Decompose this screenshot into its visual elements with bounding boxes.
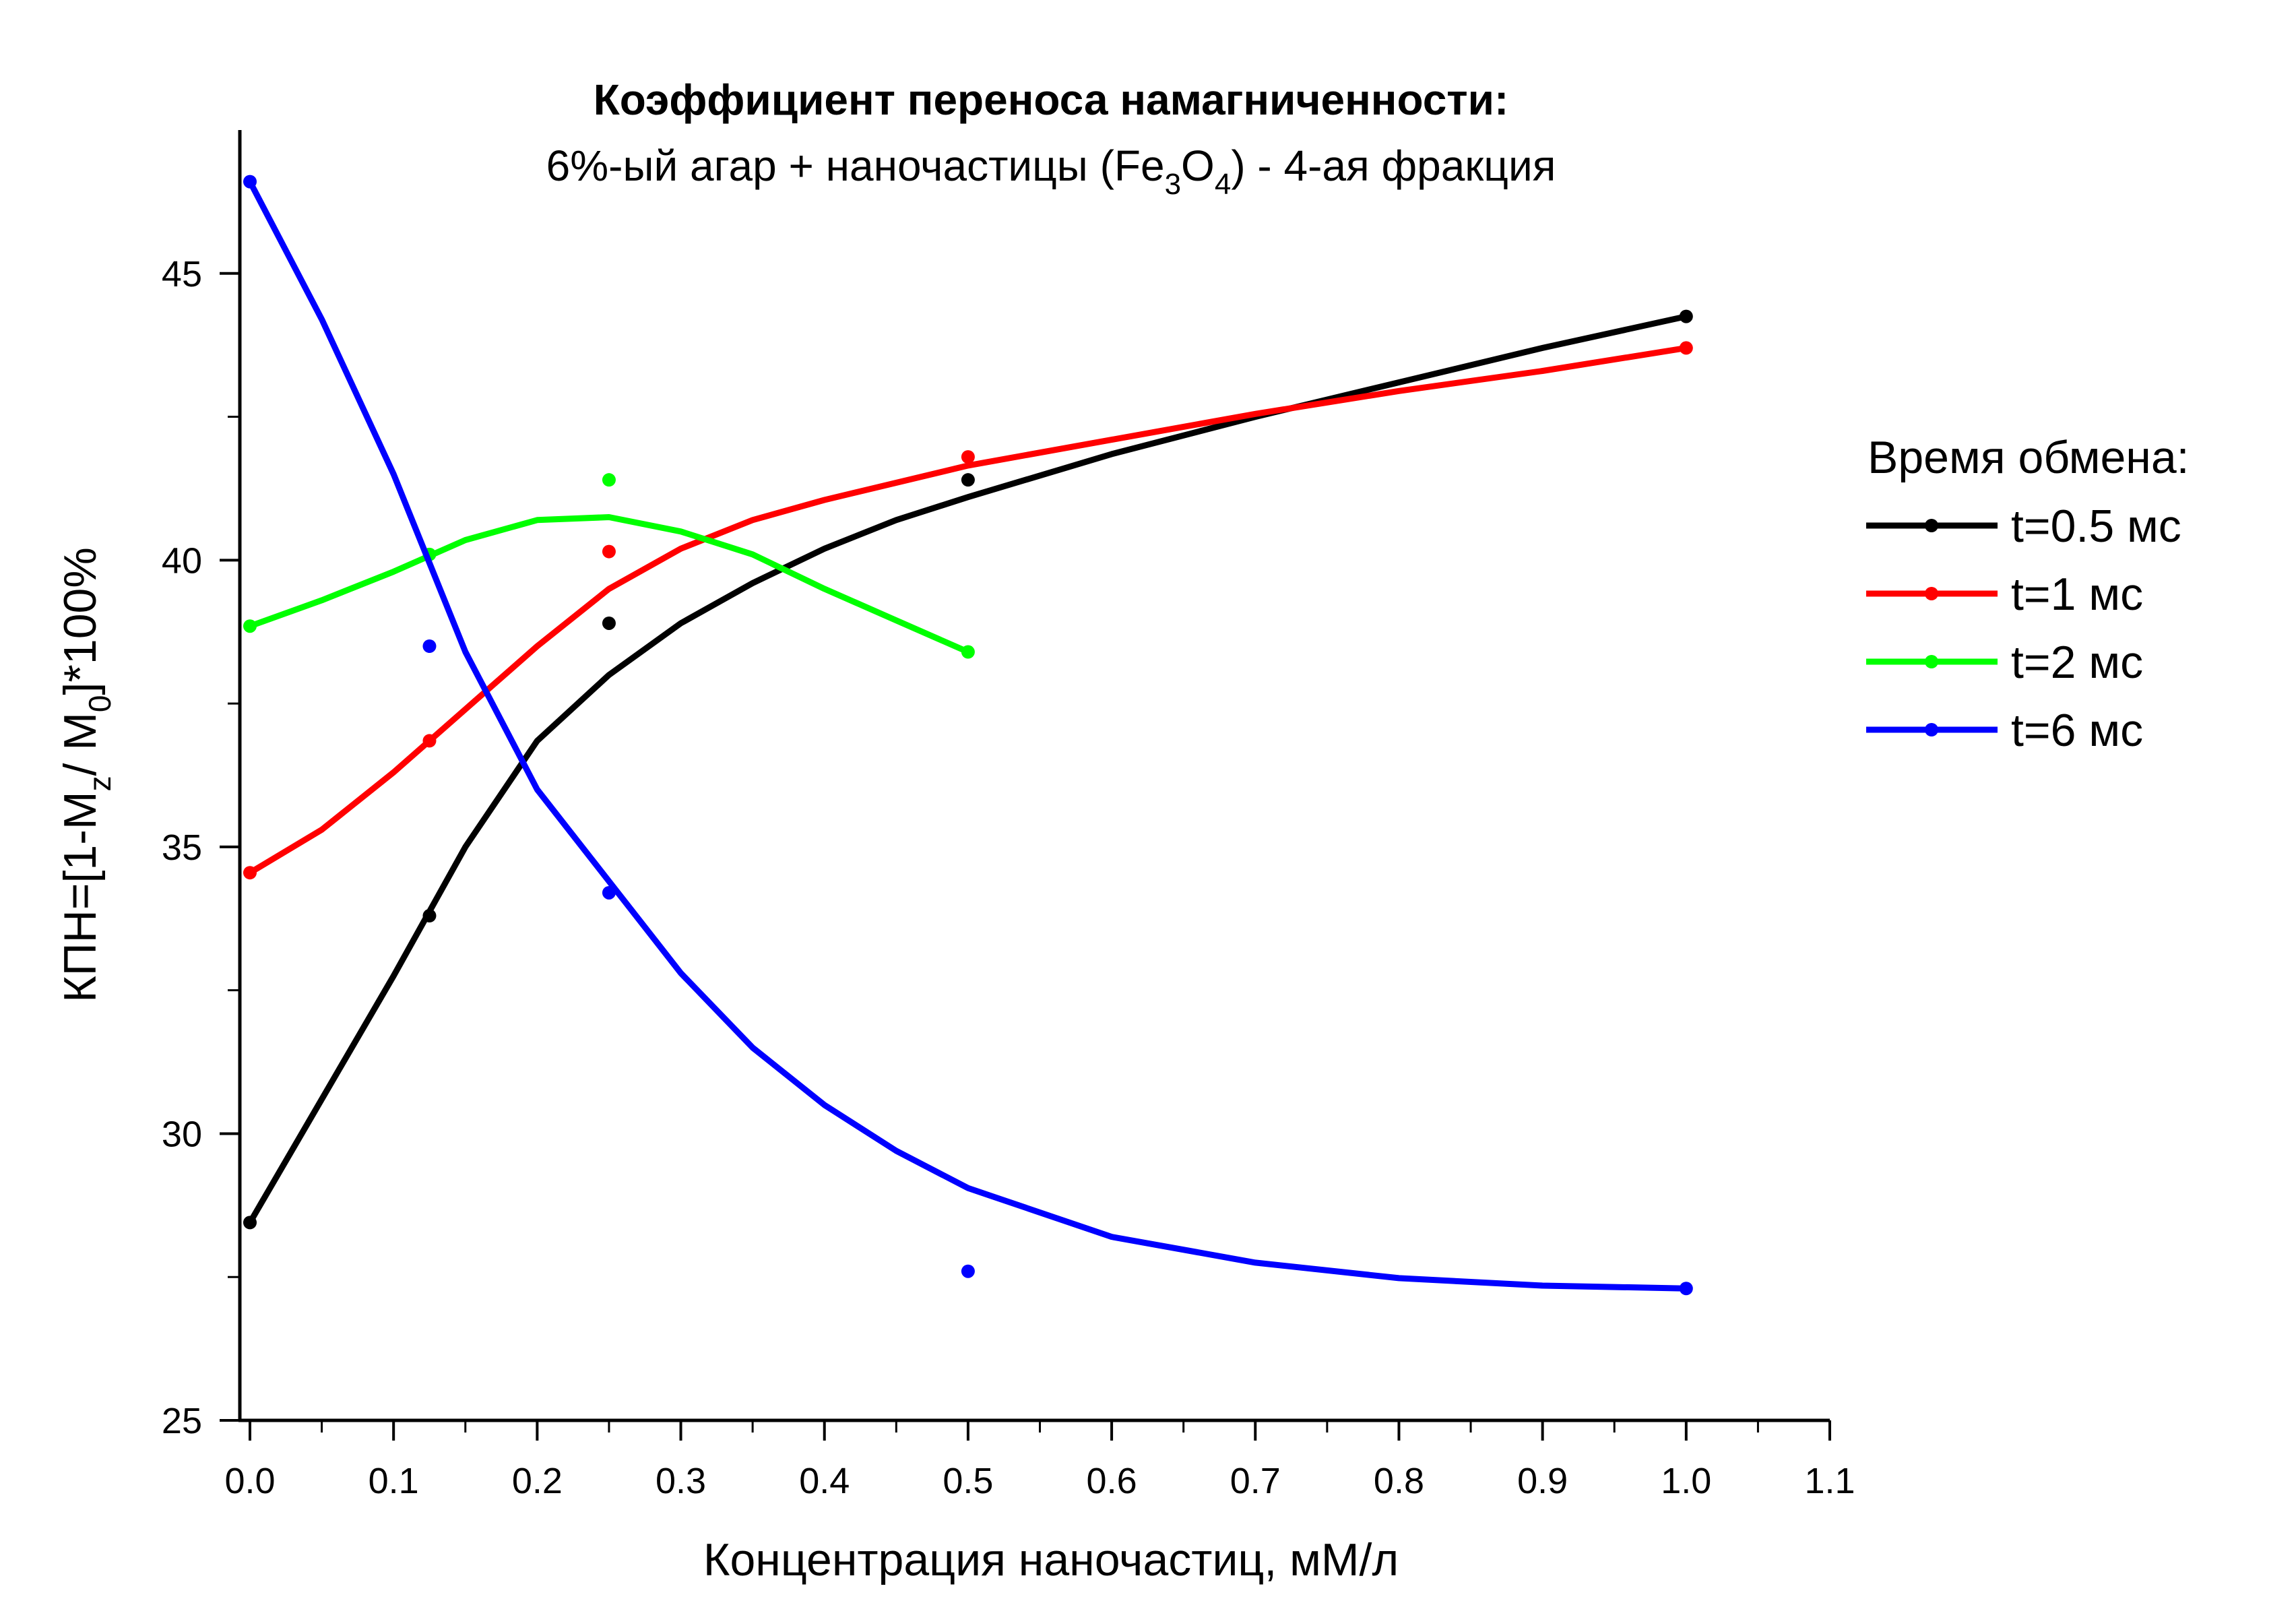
y-axis-title: КПН=[1-Mz/ M0]*100% [55, 547, 117, 1003]
legend-label: t=2 мс [2011, 637, 2143, 688]
data-point [961, 1264, 975, 1278]
legend-marker [1925, 655, 1938, 668]
x-tick-label: 1.0 [1661, 1461, 1711, 1501]
x-tick-label: 0.2 [512, 1461, 563, 1501]
data-point [961, 645, 975, 659]
series-line [247, 514, 971, 655]
y-tick-label: 25 [162, 1401, 202, 1441]
legend-label: t=6 мс [2011, 705, 2143, 756]
y-ticks: 25 30 35 40 45 [162, 254, 240, 1441]
legend-marker [1925, 723, 1938, 736]
data-point [243, 175, 257, 189]
y-tick-label: 30 [162, 1114, 202, 1154]
y-tick-label: 45 [162, 254, 202, 294]
legend-label: t=0.5 мс [2011, 501, 2181, 552]
chart-title: Коэффициент переноса намагниченности: [594, 75, 1509, 124]
x-tick-label: 0.4 [799, 1461, 850, 1501]
x-tick-label: 0.5 [943, 1461, 993, 1501]
series-group [243, 341, 1693, 880]
data-point [1679, 309, 1693, 323]
series-group [243, 473, 975, 659]
y-tick-label: 40 [162, 540, 202, 581]
legend-marker [1925, 587, 1938, 600]
legend-marker [1925, 519, 1938, 532]
data-point [961, 450, 975, 464]
legend: Время обмена: t=0.5 мс t=1 мс t=2 мс t=6 мс [1866, 432, 2190, 756]
axes [238, 130, 1830, 1422]
series-line [247, 179, 1690, 1292]
x-tick-label: 0.7 [1230, 1461, 1281, 1501]
data-point [602, 544, 616, 559]
data-point [602, 473, 616, 487]
series-line [247, 344, 1690, 876]
data-point [422, 909, 437, 923]
series-layer [243, 175, 1693, 1296]
data-point [243, 619, 257, 633]
data-point [1679, 341, 1693, 355]
x-axis-title: Концентрация наночастиц, мМ/л [703, 1534, 1399, 1585]
x-tick-label: 1.1 [1804, 1461, 1855, 1501]
data-point [422, 639, 437, 653]
data-point [1679, 1282, 1693, 1296]
x-tick-label: 0.9 [1517, 1461, 1568, 1501]
chart-subtitle: 6%-ый агар + наночастицы (Fe3O4) - 4-ая … [546, 141, 1556, 201]
series-group [243, 175, 1693, 1296]
data-point [243, 866, 257, 880]
x-ticks: 0.0 0.1 0.2 0.3 0.4 0.5 0.6 0.7 0.8 0.9 1.0 1.1 [224, 1420, 1855, 1501]
series-group [243, 309, 1693, 1230]
data-point [602, 616, 616, 630]
data-point [961, 473, 975, 487]
x-tick-label: 0.3 [656, 1461, 706, 1501]
legend-label: t=1 мс [2011, 569, 2143, 620]
x-tick-label: 0.1 [369, 1461, 419, 1501]
x-tick-label: 0.0 [224, 1461, 275, 1501]
data-point [243, 1216, 257, 1230]
legend-title: Время обмена: [1868, 432, 2190, 483]
x-tick-label: 0.8 [1374, 1461, 1424, 1501]
y-tick-label: 35 [162, 827, 202, 868]
x-tick-label: 0.6 [1087, 1461, 1137, 1501]
data-point [602, 885, 616, 900]
data-point [422, 734, 437, 748]
